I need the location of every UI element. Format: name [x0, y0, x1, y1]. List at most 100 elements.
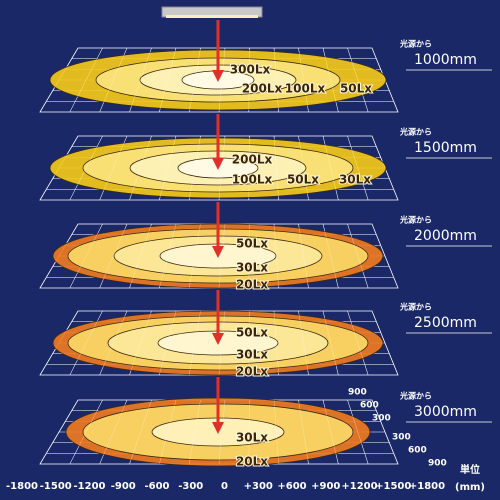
grid-line	[218, 310, 226, 376]
grid-line	[298, 135, 309, 201]
grid-line	[129, 310, 152, 376]
lux-label: 100Lx	[285, 82, 326, 96]
grid-line	[188, 135, 201, 201]
grid-line	[218, 135, 226, 201]
lux-label: 50Lx	[236, 237, 268, 251]
source-label: 光源から	[399, 127, 432, 137]
grid-line	[298, 399, 309, 465]
grid-line	[99, 135, 128, 201]
grid-line	[99, 399, 128, 465]
grid-line	[218, 47, 226, 113]
x-axis-label: +1200	[341, 481, 377, 492]
x-axis-label: -600	[144, 481, 169, 492]
lux-label: 300Lx	[230, 63, 271, 77]
grid-line	[322, 135, 339, 201]
grid-line	[99, 310, 128, 376]
unit-label: 単位	[460, 463, 480, 476]
lux-label: 20Lx	[236, 365, 268, 379]
lamp-light	[166, 15, 258, 18]
grid-line	[322, 47, 339, 113]
grid-line	[347, 399, 369, 465]
grid-line	[69, 47, 103, 113]
grid-line	[129, 47, 152, 113]
source-label: 光源から	[399, 391, 432, 401]
grid-line	[248, 399, 250, 465]
lux-label: 30Lx	[236, 431, 268, 445]
depth-label: 600	[360, 401, 379, 411]
lux-label: 30Lx	[236, 348, 268, 362]
x-axis-label: +600	[277, 481, 306, 492]
grid-line	[218, 399, 226, 465]
lux-label: 20Lx	[236, 278, 268, 292]
x-axis-label: -1500	[40, 481, 72, 492]
grid-line	[347, 135, 369, 201]
arrow-head	[212, 70, 224, 82]
grid-line	[248, 310, 250, 376]
grid-line	[69, 399, 103, 465]
source-label: 光源から	[399, 302, 432, 312]
x-axis-label: +300	[244, 481, 273, 492]
x-axis-label: -300	[178, 481, 203, 492]
distance-label: 2500mm	[414, 315, 477, 331]
lux-label: 50Lx	[287, 173, 319, 187]
grid-line	[322, 223, 339, 289]
x-axis-label: +1500	[375, 481, 411, 492]
grid-line	[188, 399, 201, 465]
lux-label: 20Lx	[236, 455, 268, 469]
x-axis-label: -1800	[6, 481, 38, 492]
arrow-head	[212, 158, 224, 170]
grid-line	[298, 223, 309, 289]
grid-line	[159, 310, 177, 376]
depth-label: 900	[348, 388, 367, 398]
grid-line	[347, 47, 369, 113]
arrow-head	[212, 422, 224, 434]
x-axis-label: 0	[221, 481, 228, 492]
arrow-head	[212, 333, 224, 345]
grid-line	[298, 310, 309, 376]
source-label: 光源から	[399, 215, 432, 225]
lux-label: 200Lx	[242, 82, 283, 96]
grid-line	[248, 135, 250, 201]
grid-line	[273, 310, 279, 376]
grid-line	[159, 223, 177, 289]
grid-line	[347, 310, 369, 376]
x-axis-label: +1800	[409, 481, 445, 492]
lux-label: 100Lx	[232, 173, 273, 187]
unit: (mm)	[455, 482, 485, 493]
distance-label: 1000mm	[414, 52, 477, 68]
grid-line	[298, 47, 309, 113]
lux-label: 50Lx	[340, 82, 372, 96]
grid-line	[218, 223, 226, 289]
grid-line	[188, 223, 201, 289]
grid-line	[129, 135, 152, 201]
lux-label: 30Lx	[236, 261, 268, 275]
grid-line	[159, 47, 177, 113]
grid-line	[129, 223, 152, 289]
grid-line	[69, 223, 103, 289]
grid-line	[159, 135, 177, 201]
x-axis-label: -1200	[74, 481, 106, 492]
distance-label: 1500mm	[414, 140, 477, 156]
lux-label: 30Lx	[339, 173, 371, 187]
grid-line	[248, 223, 250, 289]
arrow-head	[212, 246, 224, 258]
x-axis-label: -900	[111, 481, 136, 492]
depth-label: 900	[428, 459, 447, 469]
grid-line	[347, 223, 369, 289]
grid-line	[188, 310, 201, 376]
grid-line	[273, 399, 279, 465]
depth-label: 300	[372, 414, 391, 424]
source-label: 光源から	[399, 39, 432, 49]
grid-line	[322, 399, 339, 465]
grid-line	[248, 47, 250, 113]
grid-line	[99, 47, 128, 113]
distance-label: 3000mm	[414, 404, 477, 420]
grid-line	[69, 135, 103, 201]
depth-label: 300	[392, 433, 411, 443]
grid-line	[322, 310, 339, 376]
grid-line	[159, 399, 177, 465]
grid-line	[99, 223, 128, 289]
depth-label: 600	[408, 446, 427, 456]
grid-line	[69, 310, 103, 376]
grid-line	[188, 47, 201, 113]
